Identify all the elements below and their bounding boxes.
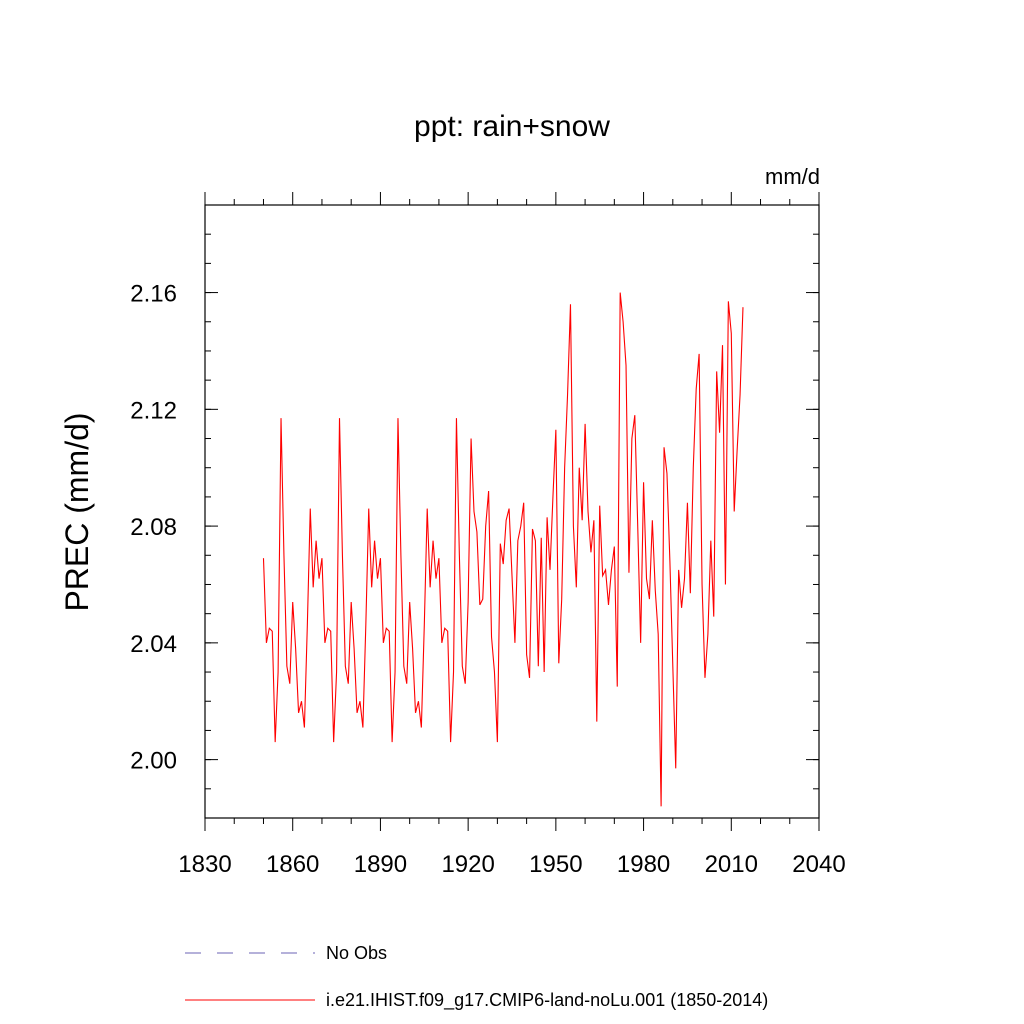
y-tick-labels: 2.00 2.04 2.08 2.12 2.16 [130,281,177,775]
x-tick-label: 1920 [441,851,494,878]
x-tick-label: 1980 [617,851,670,878]
series-group [262,292,744,807]
series-line-0 [262,292,744,807]
x-tick-label: 2040 [792,851,845,878]
chart-title: ppt: rain+snow [414,110,610,143]
y-tick-label: 2.04 [130,631,177,658]
x-tick-label: 2010 [705,851,758,878]
legend-label-simulation: i.e21.IHIST.f09_g17.CMIP6-land-noLu.001 … [326,990,768,1011]
y-tick-label: 2.12 [130,397,177,424]
y-axis-label: PREC (mm/d) [59,412,95,611]
axis-ticks [204,192,820,831]
x-tick-label: 1890 [354,851,407,878]
y-tick-label: 2.00 [130,748,177,775]
y-tick-label: 2.08 [130,514,177,541]
x-tick-labels: 1830 1860 1890 1920 1950 1980 2010 2040 [178,851,845,878]
legend: No Obs i.e21.IHIST.f09_g17.CMIP6-land-no… [185,943,768,1011]
x-tick-label: 1950 [529,851,582,878]
x-tick-label: 1830 [178,851,231,878]
plot-frame [204,204,820,819]
units-label: mm/d [765,164,820,189]
y-tick-label: 2.16 [130,281,177,308]
legend-label-no-obs: No Obs [326,943,387,963]
x-tick-label: 1860 [266,851,319,878]
